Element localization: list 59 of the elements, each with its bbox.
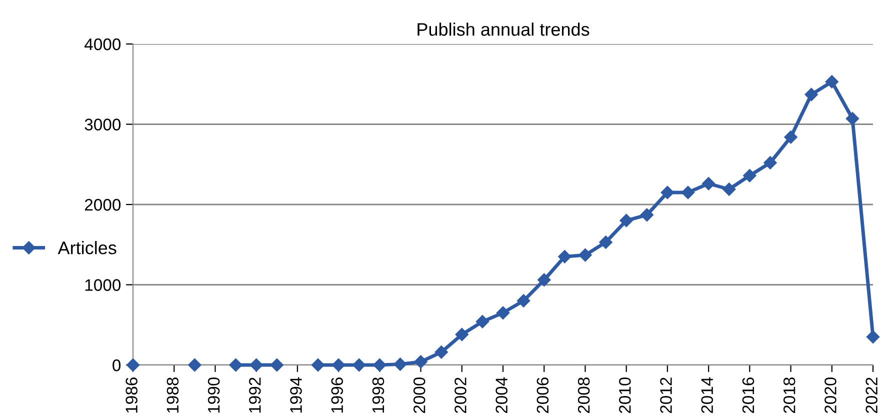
x-tick-label: 1986 (126, 378, 138, 413)
point (804, 88, 818, 102)
point (640, 208, 654, 222)
point (599, 236, 612, 249)
x-tick-label: 2010 (619, 377, 631, 414)
point (764, 156, 777, 170)
point (250, 358, 263, 372)
x-tick-label: 2002 (454, 378, 466, 414)
point (188, 358, 202, 372)
x-tick-label: 2000 (413, 377, 426, 414)
x-tick-label: 1990 (208, 377, 220, 413)
point (496, 306, 510, 320)
x-tick-label: 2008 (578, 378, 590, 414)
legend-label: Articles (58, 241, 116, 254)
point (126, 358, 140, 372)
x-tick-label: 2006 (536, 378, 549, 414)
x-tick-label: 2012 (660, 378, 672, 414)
point (620, 214, 633, 228)
x-tick-label: 2014 (701, 377, 714, 414)
x-tick-label: 1998 (372, 378, 384, 413)
point (578, 248, 592, 262)
point (394, 358, 407, 371)
x-tick-label: 2018 (783, 378, 796, 414)
point (558, 250, 572, 264)
x-tick-label: 1992 (249, 378, 261, 413)
point (660, 186, 674, 200)
x-tick-label: 2004 (496, 377, 508, 414)
point (332, 358, 346, 372)
point (846, 112, 860, 126)
x-tick-label: 1988 (166, 378, 179, 413)
point (538, 273, 551, 287)
point (825, 75, 838, 88)
point (455, 328, 468, 342)
point (352, 358, 366, 372)
point (743, 169, 756, 182)
x-tick-label: 2022 (866, 378, 878, 414)
point (414, 355, 428, 368)
x-tick-label: 2020 (824, 377, 836, 414)
point (373, 358, 386, 372)
point (784, 130, 798, 144)
x-tick-label: 1994 (290, 377, 302, 413)
point (681, 186, 695, 200)
point (311, 358, 325, 372)
x-tick-label: 2016 (742, 378, 754, 414)
point (516, 294, 530, 308)
x-tick-label: 1996 (331, 378, 344, 413)
y-tick-label: 1000 (85, 279, 121, 291)
point (722, 182, 736, 196)
y-tick-label: 3000 (84, 118, 121, 130)
point (702, 177, 716, 190)
point (229, 358, 242, 372)
y-tick-label: 0 (112, 359, 121, 372)
point (434, 346, 448, 359)
point (866, 330, 880, 344)
y-tick-label: 4000 (84, 38, 121, 50)
chart-title: Publish annual trends (418, 22, 590, 36)
point (476, 315, 490, 328)
point (270, 358, 284, 372)
y-tick-label: 2000 (84, 198, 121, 211)
